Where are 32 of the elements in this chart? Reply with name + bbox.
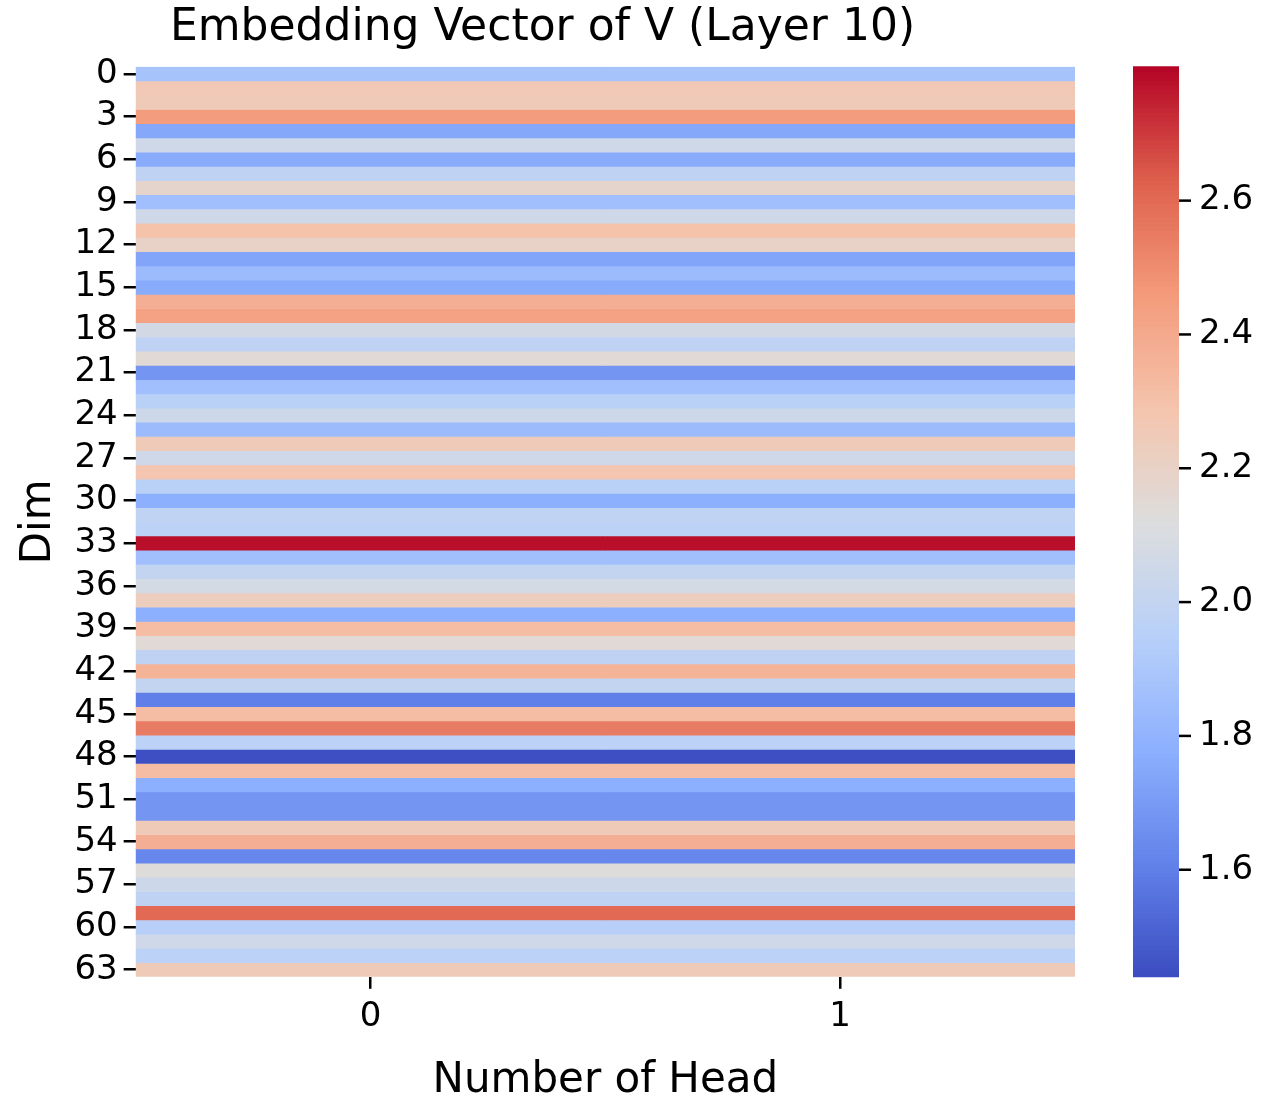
y-tick-label: 36	[74, 562, 118, 603]
y-axis-title: Dim	[11, 479, 61, 565]
y-tick-label: 42	[74, 647, 118, 688]
y-tick-label: 48	[74, 733, 118, 774]
y-tick-label: 51	[74, 775, 118, 816]
y-tick-label: 9	[96, 178, 118, 219]
y-tick-label: 0	[96, 50, 118, 91]
y-tick-label: 33	[74, 519, 118, 560]
color-bar-label: 2.4	[1199, 311, 1254, 352]
y-tick-label: 63	[74, 946, 118, 987]
y-tick-label: 57	[74, 861, 118, 902]
y-tick-label: 45	[74, 690, 118, 731]
color-bar-label: 2.0	[1199, 578, 1254, 619]
color-bar-label: 1.8	[1199, 712, 1254, 753]
y-tick-label: 24	[74, 391, 118, 432]
y-tick-label: 6	[96, 136, 118, 177]
y-tick-label: 27	[74, 434, 118, 475]
color-bar-label: 2.6	[1199, 177, 1254, 218]
y-tick-label: 15	[74, 264, 118, 305]
y-tick-label: 39	[74, 605, 118, 646]
color-bar-label: 1.6	[1199, 846, 1254, 887]
y-tick-label: 30	[74, 477, 118, 518]
y-tick-label: 12	[74, 221, 118, 262]
x-tick-label: 1	[829, 994, 851, 1035]
color-bar-label: 2.2	[1199, 445, 1254, 486]
y-tick-label: 60	[74, 903, 118, 944]
y-tick-label: 3	[96, 93, 118, 134]
chart-title: Embedding Vector of V (Layer 10)	[169, 0, 916, 50]
x-axis-title: Number of Head	[432, 1052, 779, 1102]
y-tick-label: 18	[74, 306, 118, 347]
y-tick-label: 21	[74, 349, 118, 390]
y-tick-label: 54	[74, 818, 118, 859]
